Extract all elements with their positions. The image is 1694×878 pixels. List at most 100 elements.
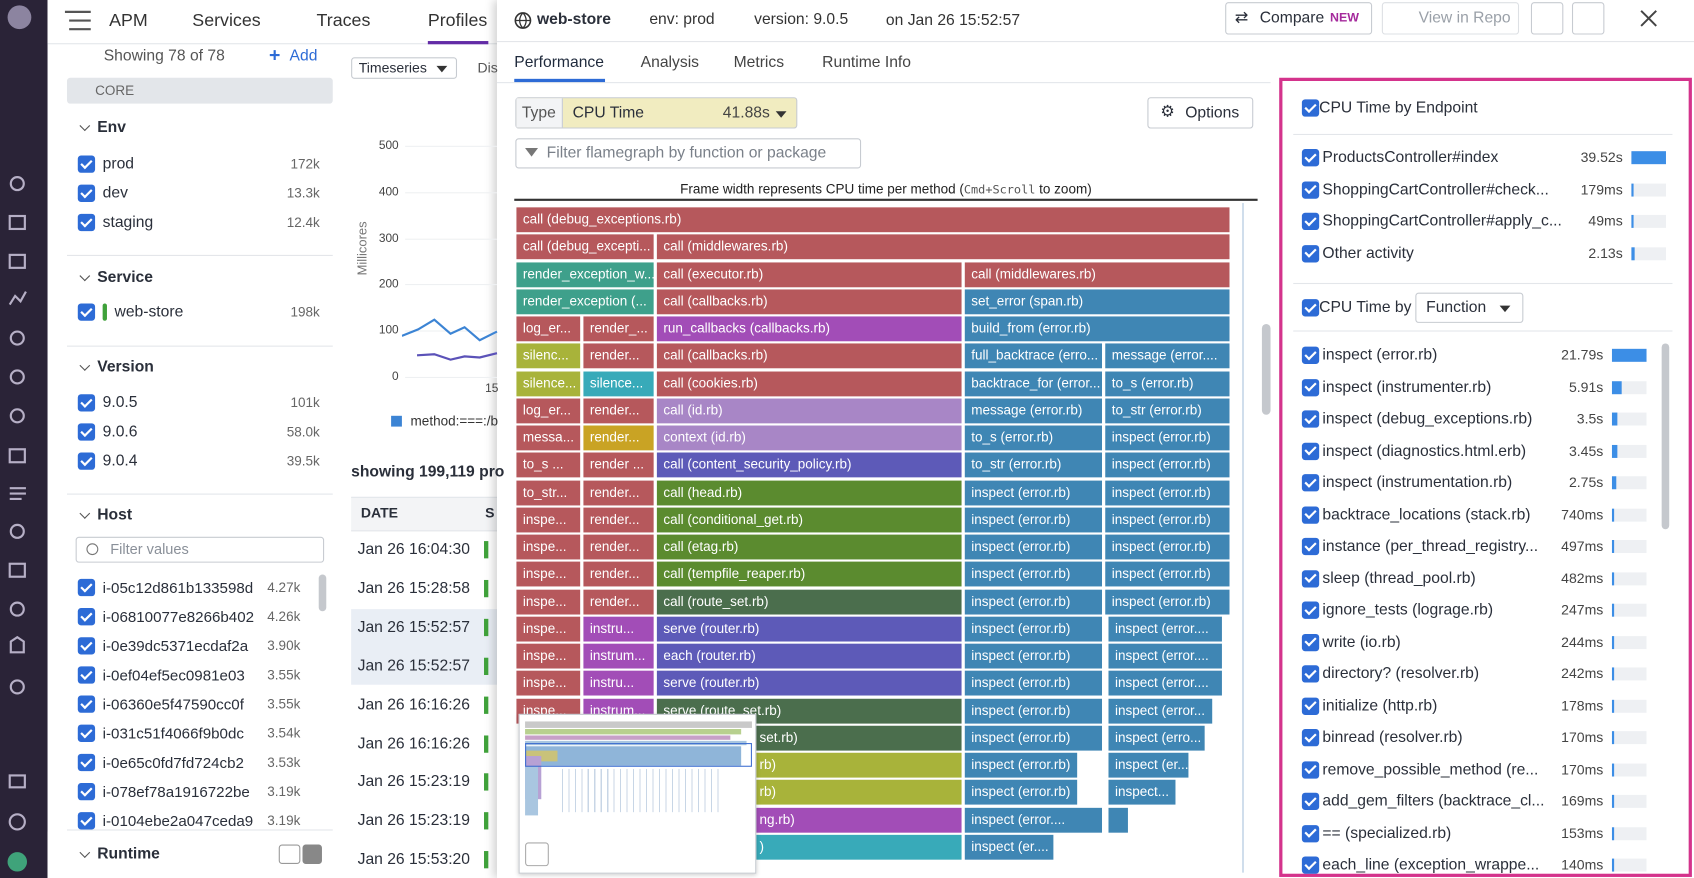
type-value[interactable]: CPU Time (572, 104, 645, 123)
flame-frame[interactable]: inspect (error.rb) (964, 752, 1078, 778)
nav-item[interactable]: Traces (316, 10, 371, 31)
checkbox[interactable] (1301, 299, 1320, 317)
flame-frame[interactable]: inspect (error.... (1108, 616, 1222, 642)
checkbox[interactable] (77, 666, 96, 684)
checkbox[interactable] (1301, 212, 1320, 231)
tab-partial[interactable]: Dis (477, 59, 498, 76)
flame-frame[interactable]: inspe... (516, 670, 581, 696)
checkbox[interactable] (77, 724, 96, 742)
checkbox[interactable] (1301, 665, 1320, 683)
add-button[interactable]: Add (289, 47, 318, 65)
checkbox[interactable] (77, 155, 96, 173)
function-name[interactable]: directory? (resolver.rb) (1322, 665, 1480, 683)
flame-frame[interactable]: instrum... (583, 643, 654, 669)
flame-frame[interactable]: call (middlewares.rb) (964, 261, 1230, 287)
flame-frame[interactable]: inspect (error.rb) (1105, 507, 1230, 533)
flame-frame[interactable]: call (debug_excepti... (516, 234, 654, 260)
flame-filter-input[interactable]: Filter flamegraph by function or package (546, 144, 827, 162)
checkbox[interactable] (77, 303, 96, 321)
checkbox[interactable] (1301, 149, 1320, 167)
flame-frame[interactable]: silence... (583, 370, 654, 396)
checkbox[interactable] (1301, 378, 1320, 396)
download-button[interactable] (1530, 2, 1564, 35)
flame-frame[interactable]: inspect (error.rb) (964, 561, 1103, 587)
flame-frame[interactable]: inspe... (516, 561, 581, 587)
row-date[interactable]: Jan 26 15:23:19 (357, 812, 470, 830)
function-name[interactable]: each_line (exception_wrappe... (1322, 856, 1540, 874)
facet-title[interactable]: Service (97, 268, 153, 287)
compare-label[interactable]: Compare (1259, 9, 1325, 28)
runtime-filter-button[interactable] (278, 844, 301, 865)
flame-frame[interactable]: inspe... (516, 616, 581, 642)
endpoint-name[interactable]: ShoppingCartController#check... (1322, 181, 1549, 199)
flame-frame[interactable]: log_er... (516, 398, 581, 424)
function-name[interactable]: sleep (thread_pool.rb) (1322, 569, 1476, 587)
checkbox[interactable] (77, 184, 96, 202)
flame-frame[interactable]: inspect (error.rb) (964, 670, 1103, 696)
facet-value[interactable]: i-0104ebe2a047ceda9 (102, 812, 254, 830)
function-name[interactable]: backtrace_locations (stack.rb) (1322, 505, 1531, 524)
row-date[interactable]: Jan 26 16:16:26 (357, 696, 470, 714)
function-name[interactable]: inspect (error.rb) (1322, 346, 1438, 364)
row-date[interactable]: Jan 26 16:16:26 (357, 734, 470, 753)
flame-frame[interactable]: inspect (error.rb) (1105, 534, 1230, 560)
flame-frame[interactable]: build_from (error.rb) (964, 316, 1230, 342)
flame-frame[interactable]: instru... (583, 670, 654, 696)
tab[interactable]: Analysis (640, 54, 700, 72)
tab[interactable]: Metrics (733, 54, 785, 72)
flame-frame[interactable]: inspect (error.rb) (964, 534, 1103, 560)
runtime-clear-button[interactable] (302, 844, 322, 865)
function-name[interactable]: binread (resolver.rb) (1322, 729, 1463, 747)
options-label[interactable]: Options (1185, 104, 1240, 123)
flame-scrollbar[interactable] (1261, 324, 1271, 415)
flame-frame[interactable]: instru... (583, 616, 654, 642)
function-name[interactable]: remove_possible_method (re... (1322, 760, 1539, 779)
flame-frame[interactable]: call (cookies.rb) (656, 370, 962, 396)
flame-frame[interactable]: call (callbacks.rb) (656, 343, 962, 369)
facet-value[interactable]: 9.0.6 (102, 423, 138, 441)
facet-value[interactable]: i-078ef78a1916722be (102, 783, 250, 801)
flame-frame[interactable]: inspect (error.rb) (1105, 425, 1230, 451)
flame-frame[interactable]: call (debug_exceptions.rb) (516, 207, 1230, 233)
flame-frame[interactable]: context (id.rb) (656, 425, 962, 451)
flame-frame[interactable]: log_er... (516, 316, 581, 342)
facet-value[interactable]: i-0ef04ef5ec0981e03 (102, 666, 245, 684)
flame-frame[interactable]: inspe... (516, 507, 581, 533)
flame-frame[interactable]: inspect (error.rb) (964, 480, 1103, 505)
flame-frame[interactable]: serve (router.rb) (656, 670, 962, 696)
function-name[interactable]: inspect (diagnostics.html.erb) (1322, 442, 1527, 460)
flame-frame[interactable]: inspect (erro... (1108, 725, 1205, 751)
view-select-value[interactable]: Timeseries (358, 59, 427, 76)
flame-frame[interactable]: set_error (span.rb) (964, 289, 1230, 315)
checkbox[interactable] (1301, 697, 1320, 715)
flame-frame[interactable]: messa... (516, 425, 581, 451)
flame-frame[interactable]: render ... (583, 452, 654, 478)
flame-frame[interactable]: to_s (error.rb) (1105, 370, 1230, 396)
flame-frame[interactable]: silenc... (516, 343, 581, 369)
flame-frame[interactable]: render_... (583, 316, 654, 342)
row-date[interactable]: Jan 26 15:28:58 (357, 579, 470, 598)
facet-title[interactable]: Version (97, 358, 154, 376)
checkbox[interactable] (1301, 729, 1320, 747)
endpoint-name[interactable]: ProductsController#index (1322, 149, 1499, 167)
flame-frame[interactable]: message (error.rb) (964, 398, 1103, 424)
checkbox[interactable] (1301, 346, 1320, 364)
checkbox[interactable] (1301, 601, 1320, 619)
nav-item[interactable]: APM (109, 10, 148, 31)
checkbox[interactable] (1301, 537, 1320, 556)
compare-button[interactable] (1225, 2, 1373, 35)
flame-frame[interactable]: inspect (error.rb) (964, 725, 1103, 751)
facet-value[interactable]: dev (102, 184, 128, 202)
facet-value[interactable]: i-06810077e8266b402 (102, 608, 255, 626)
checkbox[interactable] (1301, 474, 1320, 492)
menu-icon[interactable] (64, 10, 93, 32)
flame-frame[interactable]: each (router.rb) (656, 643, 962, 669)
facet-value[interactable]: prod (102, 155, 135, 173)
checkbox[interactable] (1301, 792, 1320, 811)
flame-frame[interactable]: inspect (error.rb) (964, 507, 1103, 533)
by-value[interactable]: Function (1426, 299, 1487, 317)
flame-frame[interactable]: inspect (error.rb) (964, 698, 1103, 724)
by-select[interactable] (1415, 292, 1524, 323)
flame-frame[interactable]: call (tempfile_reaper.rb) (656, 561, 962, 587)
section-title[interactable]: CPU Time by Endpoint (1319, 99, 1478, 117)
